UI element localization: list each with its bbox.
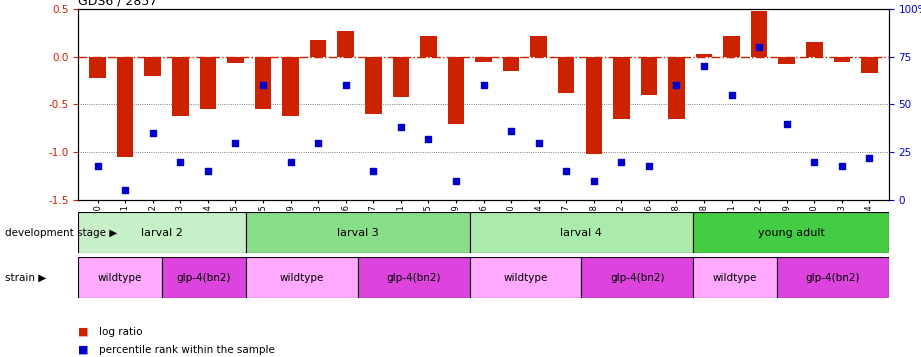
Bar	[392, 57, 409, 97]
Bar	[255, 57, 272, 109]
Bar	[586, 57, 602, 154]
Point	[752, 44, 766, 50]
Text: glp-4(bn2): glp-4(bn2)	[610, 272, 664, 283]
Text: GDS6 / 2857: GDS6 / 2857	[78, 0, 157, 8]
Point	[310, 140, 325, 146]
Bar	[861, 57, 878, 73]
Point	[201, 169, 216, 174]
Bar	[337, 31, 354, 57]
Point	[256, 82, 271, 88]
Point	[173, 159, 188, 165]
Point	[393, 125, 408, 130]
Point	[807, 159, 822, 165]
Text: glp-4(bn2): glp-4(bn2)	[387, 272, 441, 283]
Text: larval 2: larval 2	[141, 228, 183, 238]
Text: wildtype: wildtype	[280, 272, 324, 283]
Bar	[365, 57, 381, 114]
Bar	[581, 257, 694, 298]
Point	[118, 187, 133, 193]
Point	[504, 128, 519, 134]
Bar	[778, 57, 795, 64]
Bar	[78, 212, 246, 253]
Bar	[78, 257, 162, 298]
Bar	[282, 57, 298, 116]
Point	[587, 178, 601, 183]
Bar	[162, 257, 246, 298]
Text: percentile rank within the sample: percentile rank within the sample	[99, 345, 274, 355]
Bar	[246, 212, 470, 253]
Bar	[777, 257, 889, 298]
Point	[531, 140, 546, 146]
Point	[90, 163, 105, 169]
Text: glp-4(bn2): glp-4(bn2)	[806, 272, 860, 283]
Bar	[117, 57, 134, 157]
Bar	[669, 57, 685, 119]
Bar	[246, 257, 357, 298]
Point	[614, 159, 629, 165]
Bar	[470, 212, 694, 253]
Bar	[694, 257, 777, 298]
Point	[834, 163, 849, 169]
Bar	[309, 40, 326, 57]
Text: ■: ■	[78, 345, 88, 355]
Bar	[357, 257, 470, 298]
Text: larval 4: larval 4	[560, 228, 602, 238]
Text: ■: ■	[78, 327, 88, 337]
Point	[338, 82, 353, 88]
Bar	[172, 57, 189, 116]
Bar	[145, 57, 161, 76]
Point	[670, 82, 684, 88]
Text: wildtype: wildtype	[713, 272, 757, 283]
Text: strain ▶: strain ▶	[5, 272, 46, 283]
Bar	[89, 57, 106, 78]
Point	[449, 178, 463, 183]
Text: young adult: young adult	[757, 228, 824, 238]
Bar	[530, 36, 547, 57]
Bar	[641, 57, 658, 95]
Point	[283, 159, 297, 165]
Bar	[503, 57, 519, 71]
Point	[696, 64, 711, 69]
Text: wildtype: wildtype	[503, 272, 548, 283]
Bar	[723, 36, 740, 57]
Text: development stage ▶: development stage ▶	[5, 228, 117, 238]
Point	[642, 163, 657, 169]
Text: log ratio: log ratio	[99, 327, 142, 337]
Point	[724, 92, 739, 98]
Bar	[694, 212, 889, 253]
Bar	[470, 257, 581, 298]
Bar	[695, 54, 712, 57]
Text: glp-4(bn2): glp-4(bn2)	[177, 272, 231, 283]
Bar	[448, 57, 464, 124]
Point	[476, 82, 491, 88]
Bar	[558, 57, 575, 93]
Point	[366, 169, 380, 174]
Point	[862, 155, 877, 161]
Bar	[200, 57, 216, 109]
Bar	[806, 42, 822, 57]
Text: larval 3: larval 3	[337, 228, 379, 238]
Point	[421, 136, 436, 142]
Bar	[834, 57, 850, 62]
Bar	[475, 57, 492, 62]
Bar	[227, 57, 244, 63]
Bar	[420, 36, 437, 57]
Point	[779, 121, 794, 126]
Bar	[613, 57, 630, 119]
Text: wildtype: wildtype	[98, 272, 143, 283]
Point	[228, 140, 243, 146]
Bar	[751, 11, 767, 57]
Point	[559, 169, 574, 174]
Point	[146, 130, 160, 136]
